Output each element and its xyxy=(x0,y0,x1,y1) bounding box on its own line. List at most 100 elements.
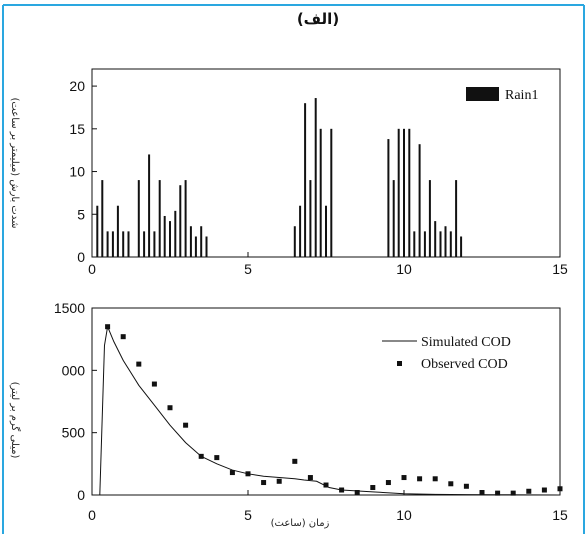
observed-cod-point xyxy=(448,481,454,487)
rain-bar xyxy=(314,98,317,258)
observed-cod-point xyxy=(245,471,251,477)
observed-cod-point xyxy=(105,324,111,330)
rain-bar xyxy=(455,180,458,257)
observed-cod-point xyxy=(307,475,313,481)
cod-y-tick-label: 500 xyxy=(62,425,86,441)
cod-chart: 0 5 10 15 0 500 000 1500 (میلی گرم بر لیتر) زمان … xyxy=(9,300,568,529)
observed-cod-point xyxy=(214,455,220,461)
observed-cod-point xyxy=(510,490,516,496)
observed-cod-point xyxy=(120,334,126,340)
rain-y-axis-label: شدت بارش (میلیمتر بر ساعت) xyxy=(9,98,20,229)
rain-y-tick-label: 20 xyxy=(69,78,85,94)
rain-bar xyxy=(403,128,405,257)
observed-cod-point xyxy=(417,476,423,482)
cod-plot-area xyxy=(91,307,561,496)
rain-bar xyxy=(439,231,442,257)
observed-cod-point xyxy=(354,490,360,496)
rain-y-tick-label: 0 xyxy=(77,249,85,265)
cod-y-tick-label: 0 xyxy=(77,487,85,503)
rain-bar xyxy=(304,103,307,257)
rain-bar xyxy=(163,215,166,257)
rain-bar xyxy=(397,128,400,257)
observed-cod-point xyxy=(151,381,157,387)
rain-bar xyxy=(158,180,161,257)
rain-y-tick-label: 15 xyxy=(69,121,85,137)
observed-cod-point xyxy=(495,490,501,496)
rain-bar xyxy=(179,185,182,257)
cod-x-tick-label: 0 xyxy=(88,507,96,523)
rain-bar xyxy=(309,180,312,257)
rain-x-tick-label: 15 xyxy=(552,261,568,277)
cod-x-tick-label: 5 xyxy=(244,507,252,523)
observed-cod-point xyxy=(339,487,345,493)
cod-x-tick-label: 15 xyxy=(552,507,568,523)
observed-cod-point xyxy=(261,480,267,486)
rain-bar xyxy=(122,231,125,257)
rain-bar xyxy=(460,236,463,257)
rain-bar xyxy=(153,231,156,257)
rain-bar xyxy=(423,231,426,257)
observed-cod-point xyxy=(370,485,376,491)
rain-bar xyxy=(434,221,437,257)
observed-cod-point xyxy=(526,488,532,494)
cod-y-tick-label: 1500 xyxy=(54,300,85,316)
rain-bar xyxy=(101,180,104,257)
rain-bar xyxy=(148,154,151,257)
rain-bar xyxy=(330,128,333,257)
observed-cod-legend-marker xyxy=(397,361,402,366)
rain-bar xyxy=(444,226,447,257)
rain-bar xyxy=(428,180,431,257)
rain-bar xyxy=(408,128,411,257)
rain-x-tick-label: 10 xyxy=(396,261,412,277)
observed-cod-point xyxy=(479,490,485,496)
rain-legend-label: Rain1 xyxy=(505,88,538,103)
rain-bar xyxy=(325,205,327,257)
cod-x-axis-label: زمان (ساعت) xyxy=(271,518,330,529)
rain-bar xyxy=(127,231,130,257)
rain-bar xyxy=(387,139,390,257)
rain-bar xyxy=(143,231,146,257)
observed-cod-point xyxy=(276,478,282,484)
observed-cod-legend-label: Observed COD xyxy=(421,357,508,372)
figure-title: (الف) xyxy=(297,10,339,28)
observed-cod-point xyxy=(167,405,173,411)
rain-bar xyxy=(184,180,187,257)
rain-bar xyxy=(299,205,302,257)
rain-bar xyxy=(449,231,452,257)
rain-bar xyxy=(205,236,208,257)
rain-y-tick-label: 5 xyxy=(77,206,85,222)
rain-bar xyxy=(116,205,119,257)
rain-bar xyxy=(392,180,395,257)
rain-bar xyxy=(319,128,322,257)
cod-y-axis-label: (میلی گرم بر لیتر) xyxy=(9,382,21,459)
observed-cod-point xyxy=(541,487,547,493)
observed-cod-point xyxy=(401,475,407,481)
rain-bar xyxy=(174,210,177,257)
cod-y-tick-label: 000 xyxy=(62,362,86,378)
observed-cod-point xyxy=(557,486,563,492)
rain-x-tick-label: 0 xyxy=(88,261,96,277)
rain-y-tick-label: 10 xyxy=(69,164,85,180)
observed-cod-point xyxy=(463,483,469,489)
observed-cod-point xyxy=(385,480,391,486)
rain-bar xyxy=(418,144,421,257)
simulated-cod-legend-label: Simulated COD xyxy=(421,335,511,350)
rain-bar xyxy=(111,231,114,257)
simulated-cod-line xyxy=(99,324,561,496)
rain-bar xyxy=(169,221,171,257)
rain-bar xyxy=(194,236,197,257)
rain-legend-swatch xyxy=(466,87,499,101)
rain-bar xyxy=(96,205,99,257)
observed-cod-point xyxy=(292,458,298,464)
rain-bar xyxy=(106,231,109,257)
rain-bar xyxy=(200,226,203,257)
observed-cod-point xyxy=(183,422,189,428)
observed-cod-point xyxy=(229,470,235,476)
cod-x-tick-label: 10 xyxy=(396,507,412,523)
observed-cod-point xyxy=(432,476,438,482)
rain-bar xyxy=(189,226,192,257)
rain-bar xyxy=(413,231,416,257)
observed-cod-point xyxy=(136,361,142,367)
